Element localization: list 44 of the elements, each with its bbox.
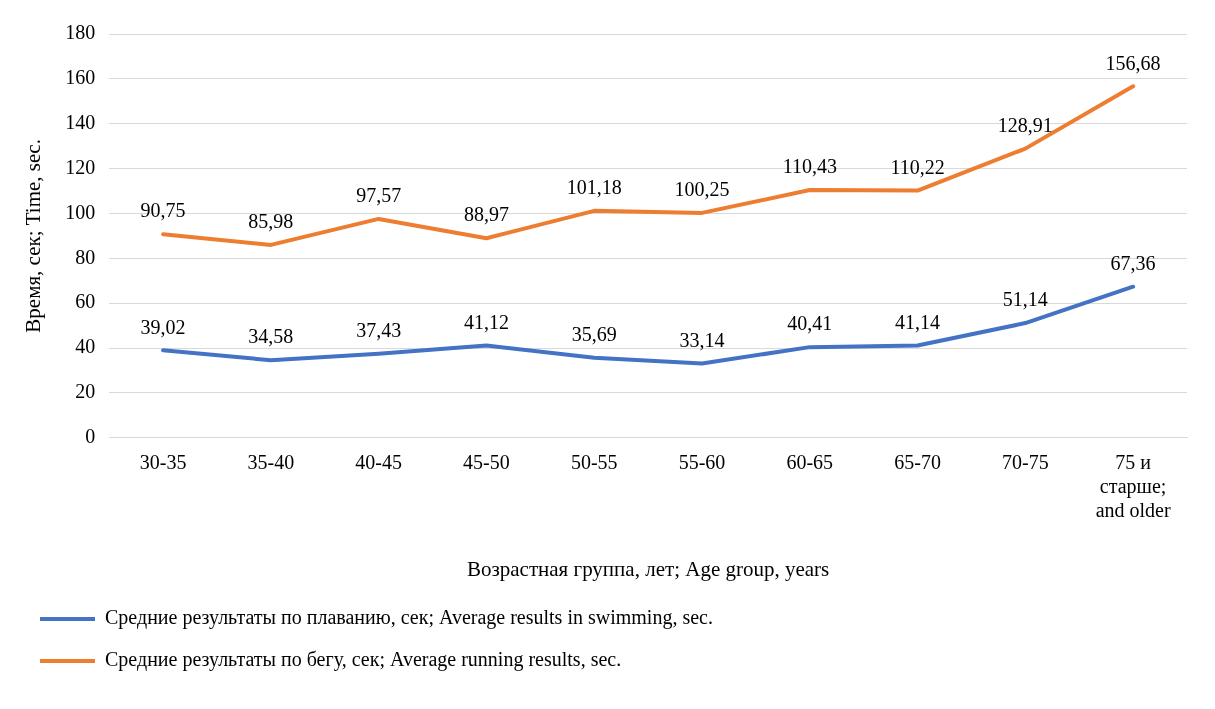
data-label: 97,57: [356, 184, 402, 207]
x-tick-label: 65-70: [894, 451, 941, 474]
y-tick-label: 140: [65, 110, 96, 133]
data-label: 85,98: [248, 210, 294, 233]
y-tick-label: 60: [75, 290, 96, 313]
x-tick-label: 70-75: [1001, 451, 1049, 474]
y-tick-label: 40: [75, 335, 96, 358]
y-axis-title: Время, сек; Time, sec.: [21, 139, 46, 333]
data-label: 67,36: [1110, 251, 1156, 274]
data-label: 35,69: [571, 322, 617, 345]
x-tick-label: 50-55: [570, 451, 618, 474]
x-tick-label: 45-50: [463, 451, 510, 474]
data-label: 110,43: [782, 155, 837, 178]
y-tick-label: 100: [65, 200, 96, 223]
data-label: 41,14: [895, 310, 941, 333]
legend-label: Средние результаты по бегу, сек; Average running results, sec.: [105, 648, 622, 672]
x-tick-label: 30-35: [139, 451, 187, 474]
data-label: 41,12: [463, 310, 509, 333]
data-label: 101,18: [566, 176, 622, 199]
x-tick-label: 75 и старше; and older: [1095, 451, 1171, 522]
x-tick-label: 40-45: [355, 451, 402, 474]
data-label: 100,25: [674, 178, 730, 201]
data-label: 110,22: [890, 155, 945, 178]
data-label: 156,68: [1105, 51, 1161, 74]
data-label: 51,14: [1002, 288, 1048, 311]
y-tick-label: 160: [65, 66, 96, 89]
data-label: 39,02: [140, 315, 186, 338]
data-label: 33,14: [679, 328, 725, 351]
data-label: 37,43: [356, 319, 402, 342]
x-tick-label: 55-60: [678, 451, 726, 474]
x-axis-title: Возрастная группа, лет; Age group, years: [466, 556, 830, 581]
data-label: 128,91: [997, 113, 1053, 136]
data-label: 34,58: [248, 325, 294, 348]
legend-label: Средние результаты по плаванию, сек; Average results in swimming, sec.: [105, 606, 713, 630]
y-tick-label: 120: [65, 155, 96, 178]
data-label: 90,75: [140, 199, 186, 222]
data-label: 88,97: [463, 203, 509, 226]
x-tick-label: 35-40: [247, 451, 295, 474]
y-tick-label: 80: [75, 245, 96, 268]
y-tick-label: 20: [75, 380, 96, 403]
data-label: 40,41: [787, 312, 833, 335]
x-tick-label: 60-65: [786, 451, 834, 474]
y-tick-label: 180: [65, 21, 96, 44]
y-tick-label: 0: [85, 425, 96, 448]
